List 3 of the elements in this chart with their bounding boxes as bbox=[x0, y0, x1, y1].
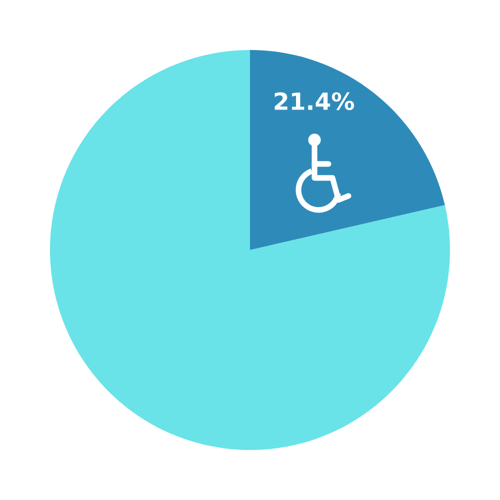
data-label: 21.4% bbox=[274, 92, 354, 110]
pie-slice bbox=[50, 50, 450, 450]
pie-slice bbox=[250, 50, 445, 250]
